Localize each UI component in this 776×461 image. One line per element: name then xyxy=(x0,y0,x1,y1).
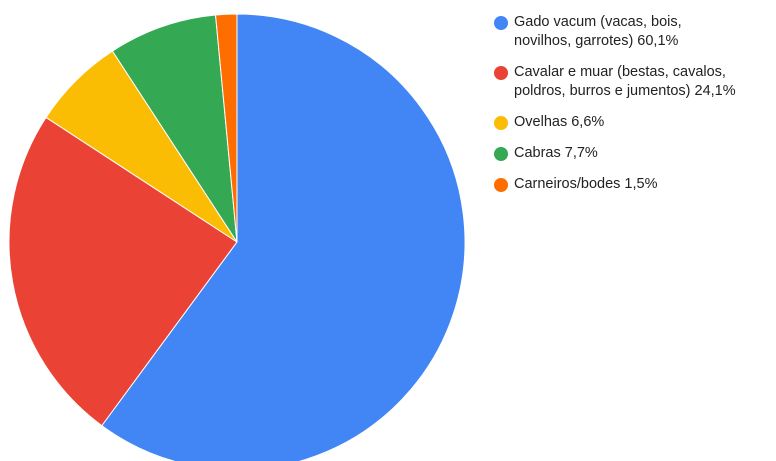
legend-item-3: Cabras 7,7% xyxy=(494,144,774,163)
legend-swatch-3 xyxy=(494,147,508,161)
legend-label-3-line1: Cabras 7,7% xyxy=(514,145,598,161)
legend-item-1: Cavalar e muar (bestas, cavalos, poldros,… xyxy=(494,63,774,101)
pie-slice-3 xyxy=(111,14,238,243)
legend-label-0-line2: novilhos, garrotes) 60,1% xyxy=(514,33,679,49)
chart-legend: Gado vacum (vacas, bois, novilhos, garrot… xyxy=(494,13,774,206)
legend-label-0-line1: Gado vacum (vacas, bois, xyxy=(514,14,682,30)
legend-swatch-1 xyxy=(494,66,508,80)
legend-label-2-line1: Ovelhas 6,6% xyxy=(514,114,605,130)
legend-item-0: Gado vacum (vacas, bois, novilhos, garrot… xyxy=(494,13,774,51)
pie-slice-1 xyxy=(8,116,238,427)
pie-slice-0 xyxy=(101,13,466,461)
legend-label-1-line1: Cavalar e muar (bestas, cavalos, xyxy=(514,64,726,80)
legend-swatch-2 xyxy=(494,116,508,130)
pie-chart xyxy=(8,13,466,461)
legend-label-4-line1: Carneiros/bodes 1,5% xyxy=(514,176,658,192)
legend-swatch-0 xyxy=(494,16,508,30)
legend-item-4: Carneiros/bodes 1,5% xyxy=(494,175,774,194)
legend-label-1-line2: poldros, burros e jumentos) 24,1% xyxy=(514,83,736,99)
legend-item-2: Ovelhas 6,6% xyxy=(494,113,774,132)
legend-swatch-4 xyxy=(494,178,508,192)
pie-slice-4 xyxy=(214,13,238,243)
